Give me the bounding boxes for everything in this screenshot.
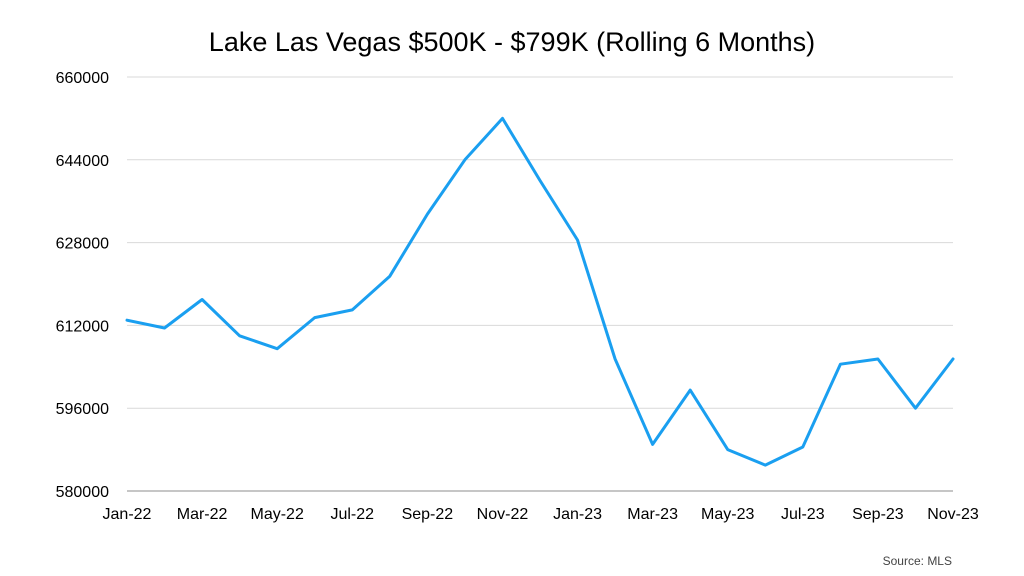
- x-tick-label: Mar-22: [177, 506, 228, 523]
- x-tick-label: Mar-23: [627, 506, 678, 523]
- x-tick-label: Jan-23: [553, 506, 602, 523]
- y-tick-label: 644000: [56, 153, 109, 170]
- x-tick-label: Jul-22: [330, 506, 374, 523]
- x-axis-tick-labels: Jan-22 Mar-22 May-22 Jul-22 Sep-22 Nov-22 Jan-…: [103, 506, 979, 523]
- y-tick-label: 596000: [56, 401, 109, 418]
- x-tick-label: Jul-23: [781, 506, 825, 523]
- y-tick-label: 660000: [56, 70, 109, 87]
- y-tick-label: 580000: [56, 484, 109, 501]
- x-tick-label: Nov-23: [927, 506, 979, 523]
- grid-lines: [127, 76, 953, 409]
- y-axis-tick-labels: 580000 596000 612000 628000 644000 660000: [56, 70, 109, 501]
- chart-title: Lake Las Vegas $500K - $799K (Rolling 6 …: [209, 27, 815, 57]
- x-tick-label: Nov-22: [477, 506, 529, 523]
- x-tick-label: Jan-22: [103, 506, 152, 523]
- series-group: [125, 116, 955, 467]
- x-tick-label: Sep-23: [852, 506, 904, 523]
- y-tick-label: 628000: [56, 236, 109, 253]
- source-label: Source: MLS: [883, 554, 952, 568]
- series-line: [125, 116, 955, 467]
- x-tick-label: Sep-22: [402, 506, 454, 523]
- x-tick-label: May-22: [251, 506, 304, 523]
- x-tick-label: May-23: [701, 506, 754, 523]
- y-tick-label: 612000: [56, 318, 109, 335]
